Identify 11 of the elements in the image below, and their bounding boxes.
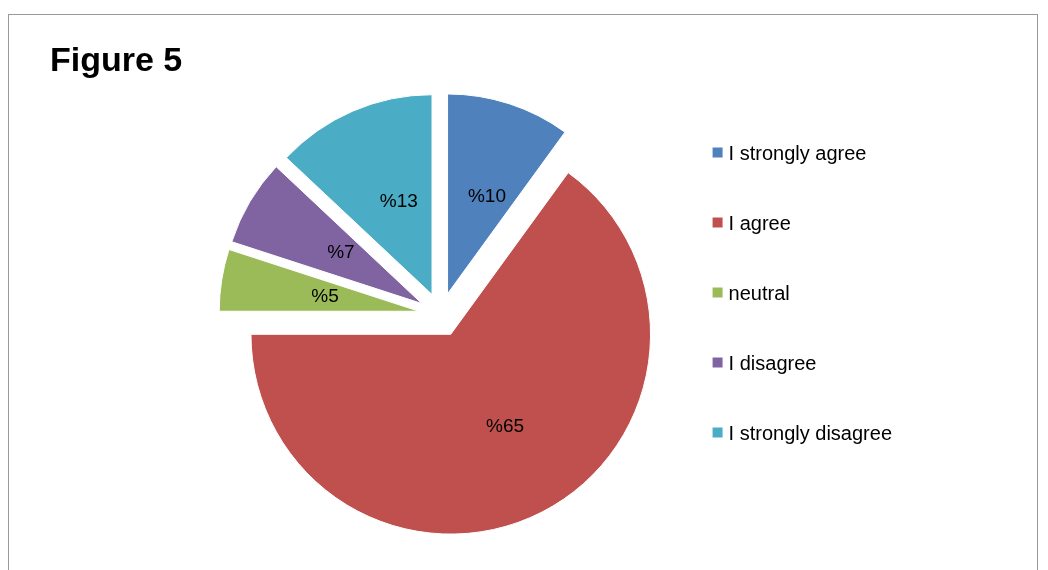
legend-label: I strongly agree	[728, 141, 867, 164]
data-label: %13	[374, 189, 418, 211]
legend-label: I disagree	[728, 351, 817, 374]
data-label: %10	[462, 185, 507, 207]
chart-title: Figure 5	[50, 40, 183, 78]
data-label: %7	[321, 240, 355, 262]
legend-label: neutral	[728, 281, 790, 304]
data-label: %65	[480, 415, 525, 437]
data-label: %5	[306, 284, 339, 306]
legend-label: I strongly disagree	[728, 421, 892, 444]
legend-label: I agree	[728, 211, 791, 234]
